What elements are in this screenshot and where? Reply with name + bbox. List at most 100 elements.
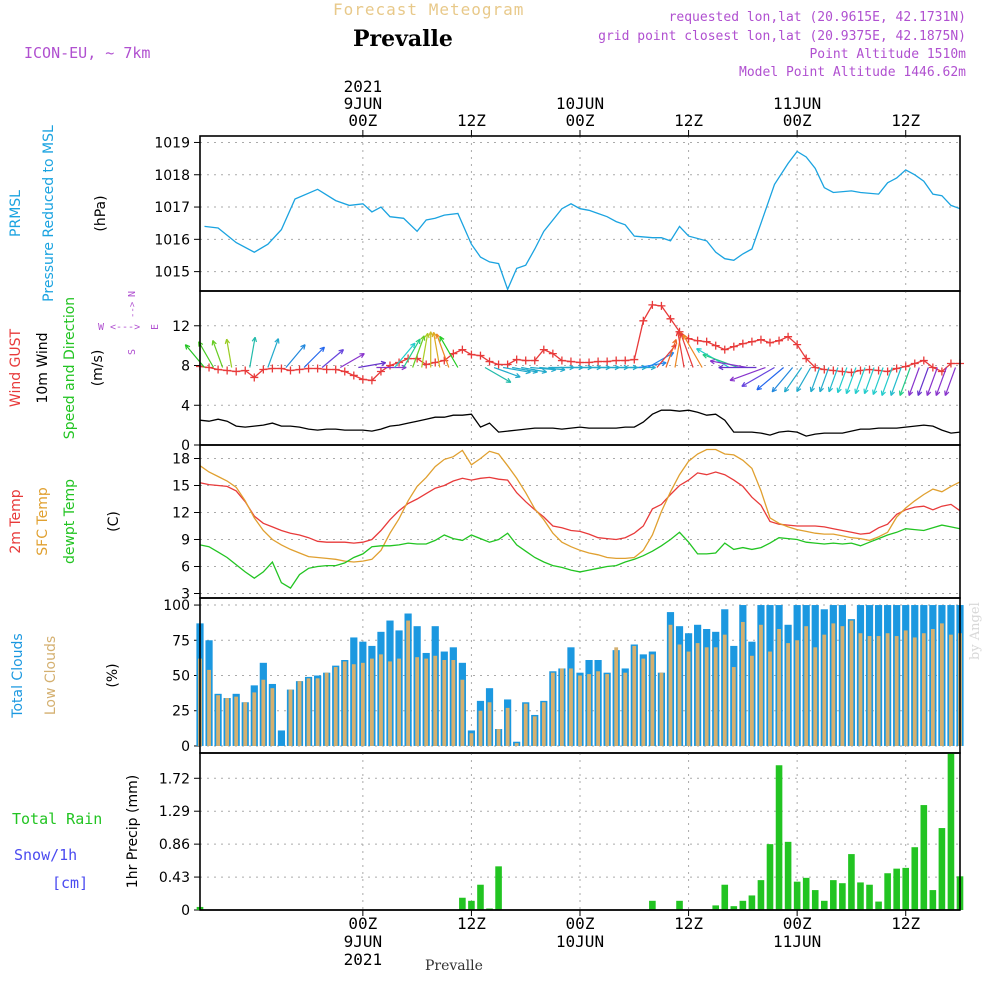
precip-bar — [839, 883, 846, 910]
gust-marker — [358, 375, 367, 384]
wind-arrow — [908, 367, 920, 396]
gust-marker — [820, 365, 829, 374]
gust-marker — [657, 301, 666, 310]
y-axis-label: Pressure Reduced to MSL — [41, 125, 57, 302]
wind-arrow — [412, 335, 425, 368]
gust-marker — [458, 345, 467, 354]
low-cloud-bar — [252, 692, 257, 746]
wind-arrow-head — [319, 346, 325, 353]
wind-arrow — [184, 344, 205, 368]
low-cloud-bar — [912, 637, 917, 746]
low-cloud-bar — [360, 662, 365, 746]
gust-marker — [431, 358, 440, 367]
precip-bar — [757, 880, 765, 910]
low-cloud-bar — [876, 636, 881, 746]
precip-bar — [820, 900, 828, 910]
low-cloud-bar — [867, 636, 872, 746]
wind-arrow-head — [709, 359, 716, 365]
wind-arrow-head — [702, 353, 708, 359]
gust-marker — [693, 336, 702, 345]
gust-marker — [756, 335, 765, 344]
low-cloud-bar — [261, 679, 266, 746]
bottom-time-label: 12Z — [457, 914, 486, 933]
wind-arrow — [530, 366, 557, 371]
low-cloud-bar — [297, 681, 302, 746]
wind-arrow — [917, 367, 929, 396]
low-cloud-bar — [632, 645, 637, 746]
low-cloud-bar — [342, 661, 347, 746]
low-cloud-bar — [695, 643, 700, 746]
wind-arrow — [854, 367, 866, 394]
y-axis-label: (%) — [105, 663, 121, 687]
low-cloud-bar — [514, 743, 519, 746]
gust-marker — [295, 365, 304, 374]
low-cloud-bar — [831, 623, 836, 746]
wind-arrow — [212, 340, 224, 368]
wind-arrow — [837, 367, 848, 393]
low-cloud-bar — [921, 633, 926, 746]
wind-arrow-head — [380, 360, 387, 367]
precip-bar — [848, 854, 855, 910]
wind-arrow — [647, 352, 674, 369]
wind-arrow-head — [415, 338, 421, 345]
wind-arrow — [665, 339, 677, 368]
low-cloud-bar — [650, 654, 655, 746]
wind-arrow-head — [439, 336, 445, 342]
precip-bar — [784, 841, 792, 910]
wind-arrow — [198, 341, 215, 368]
y-tick-label: 0 — [181, 903, 190, 919]
low-cloud-bar — [614, 647, 619, 746]
wind-arrow — [872, 367, 884, 395]
low-cloud-bar — [433, 655, 438, 746]
y-tick-label: 0.86 — [159, 837, 190, 853]
low-cloud-bar — [225, 698, 230, 746]
low-cloud-bar — [740, 621, 745, 746]
wind-arrow — [771, 367, 794, 393]
panel-precip: 0 0.43 0.86 1.29 1.72 1hr Precip (mm) Total Ra… — [12, 752, 964, 919]
precip-bar — [866, 884, 873, 910]
gust-marker — [639, 316, 648, 325]
precip-bar — [739, 900, 747, 910]
precip-bar — [676, 900, 683, 910]
wind-arrow-head — [917, 390, 923, 396]
gust-marker — [874, 366, 883, 375]
dir-arrow-h: <---> — [110, 322, 140, 333]
y-tick-label: 12 — [172, 506, 190, 522]
gust-marker — [648, 300, 657, 309]
wind-arrow-head — [836, 387, 842, 394]
y-tick-label: 3 — [181, 587, 190, 603]
wind-arrow-head — [845, 388, 851, 395]
low-cloud-bar — [804, 626, 809, 746]
gust-marker — [440, 356, 449, 365]
precip-bar — [649, 900, 656, 910]
gust-marker — [612, 356, 621, 365]
y-tick-label: 50 — [172, 669, 190, 685]
wind-arrow — [729, 366, 766, 381]
gust-marker — [548, 349, 557, 358]
bottom-time-label: 12Z — [891, 914, 920, 933]
precip-bar — [875, 901, 882, 910]
bottom-time-label: 10JUN — [556, 932, 604, 951]
wind-arrow — [512, 366, 538, 373]
wind-arrow — [828, 367, 839, 392]
precip-bar — [947, 753, 955, 910]
low-cloud-bar — [315, 678, 320, 746]
gust-marker — [557, 356, 566, 365]
y-tick-label: 1015 — [154, 265, 190, 281]
precip-bar — [766, 844, 774, 910]
y-axis-label: SFC Temp — [35, 487, 51, 556]
low-cloud-bar — [460, 679, 465, 746]
wind-arrow-head — [420, 335, 426, 341]
series-line-0 — [204, 150, 961, 292]
low-cloud-bar — [949, 634, 953, 746]
y-axis-label: 10m Wind — [35, 332, 51, 403]
low-cloud-bar — [207, 669, 211, 746]
precip-bar — [830, 880, 837, 910]
low-cloud-bar — [894, 636, 899, 746]
low-cloud-bar — [487, 702, 492, 746]
wind-arrow — [677, 331, 685, 368]
low-cloud-bar — [605, 674, 610, 746]
wind-arrow-head — [783, 386, 790, 393]
low-cloud-bar — [505, 707, 510, 746]
